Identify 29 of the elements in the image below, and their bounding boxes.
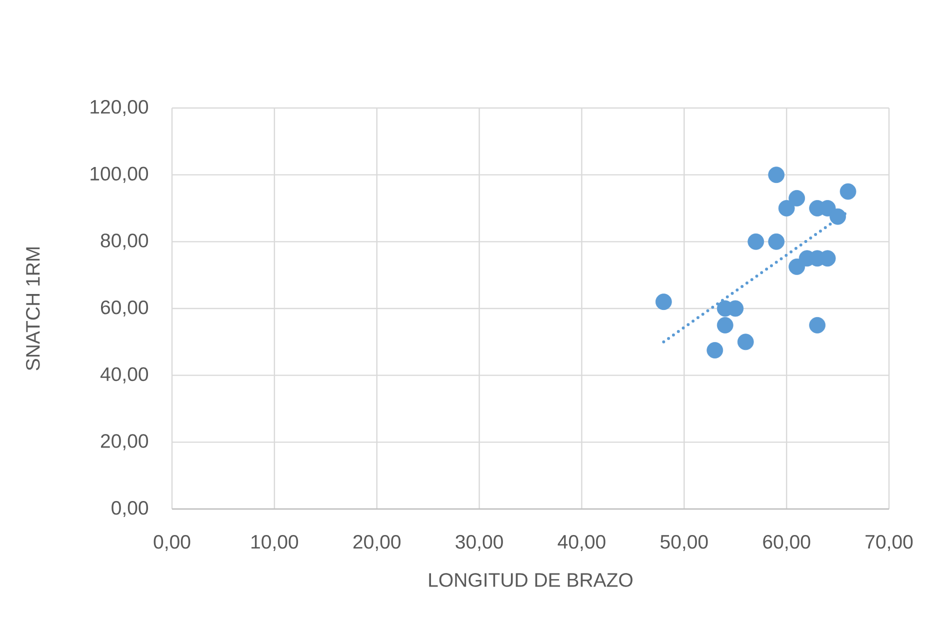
y-tick-label: 100,00 <box>90 166 148 183</box>
y-tick-label: 20,00 <box>100 434 148 450</box>
x-tick-label: 70,00 <box>866 534 913 552</box>
y-tick-label: 80,00 <box>100 234 148 250</box>
x-tick-label: 40,00 <box>558 534 606 552</box>
point <box>788 190 806 206</box>
x-tick-label: 0,00 <box>154 534 190 552</box>
y-tick-label: 0,00 <box>112 500 148 518</box>
point <box>716 317 734 334</box>
point <box>768 233 785 250</box>
x-tick-label: 30,00 <box>456 534 503 552</box>
point <box>768 166 785 184</box>
point <box>737 334 754 350</box>
point <box>830 208 846 225</box>
y-tick-label: 60,00 <box>100 300 148 317</box>
y-axis-title: SNATCH 1RM <box>26 247 40 370</box>
x-tick-label: 60,00 <box>763 534 810 552</box>
x-axis-title: LONGITUD DE BRAZO <box>429 573 632 587</box>
x-tick-label: 50,00 <box>660 534 708 552</box>
point <box>840 183 856 200</box>
point <box>748 233 764 250</box>
x-tick-label: 10,00 <box>252 534 298 552</box>
point <box>809 317 826 334</box>
x-tick-label: 20,00 <box>353 534 400 552</box>
point <box>655 294 672 310</box>
point <box>778 200 795 216</box>
y-tick-label: 40,00 <box>100 367 148 384</box>
y-tick-label: 120,00 <box>90 100 148 116</box>
point <box>706 342 724 358</box>
